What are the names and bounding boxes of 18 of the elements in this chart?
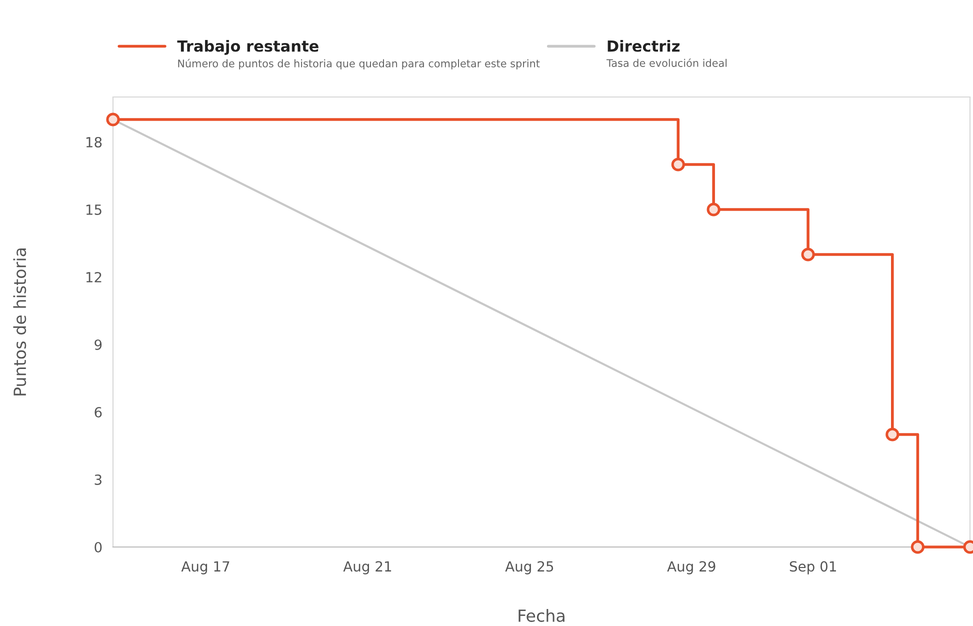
y-axis-title: Puntos de historia: [13, 248, 26, 396]
legend-label: Trabajo restante: [177, 40, 318, 55]
y-tick-label: 15: [86, 204, 102, 215]
x-axis-title: Fecha: [518, 609, 564, 622]
legend-label: Directriz: [608, 40, 680, 52]
y-tick-label: 3: [94, 474, 102, 485]
y-tick-label: 18: [86, 136, 102, 148]
text: Tasa de evolución ideal: [606, 58, 727, 67]
y-tick-label: 0: [94, 542, 102, 552]
text: Número de puntos de historia que quedan para completar este sprint: [178, 58, 540, 70]
y-tick-label: 6: [94, 406, 102, 418]
y-tick-label: 12: [86, 272, 102, 282]
x-tick-label: Aug 21: [343, 561, 392, 574]
x-tick-label: Aug 25: [505, 561, 554, 574]
y-tick-label: 9: [94, 339, 102, 350]
x-tick-label: Aug 17: [181, 561, 230, 574]
x-tick-label: Aug 29: [667, 561, 716, 574]
x-tick-label: Sep 01: [790, 561, 836, 574]
